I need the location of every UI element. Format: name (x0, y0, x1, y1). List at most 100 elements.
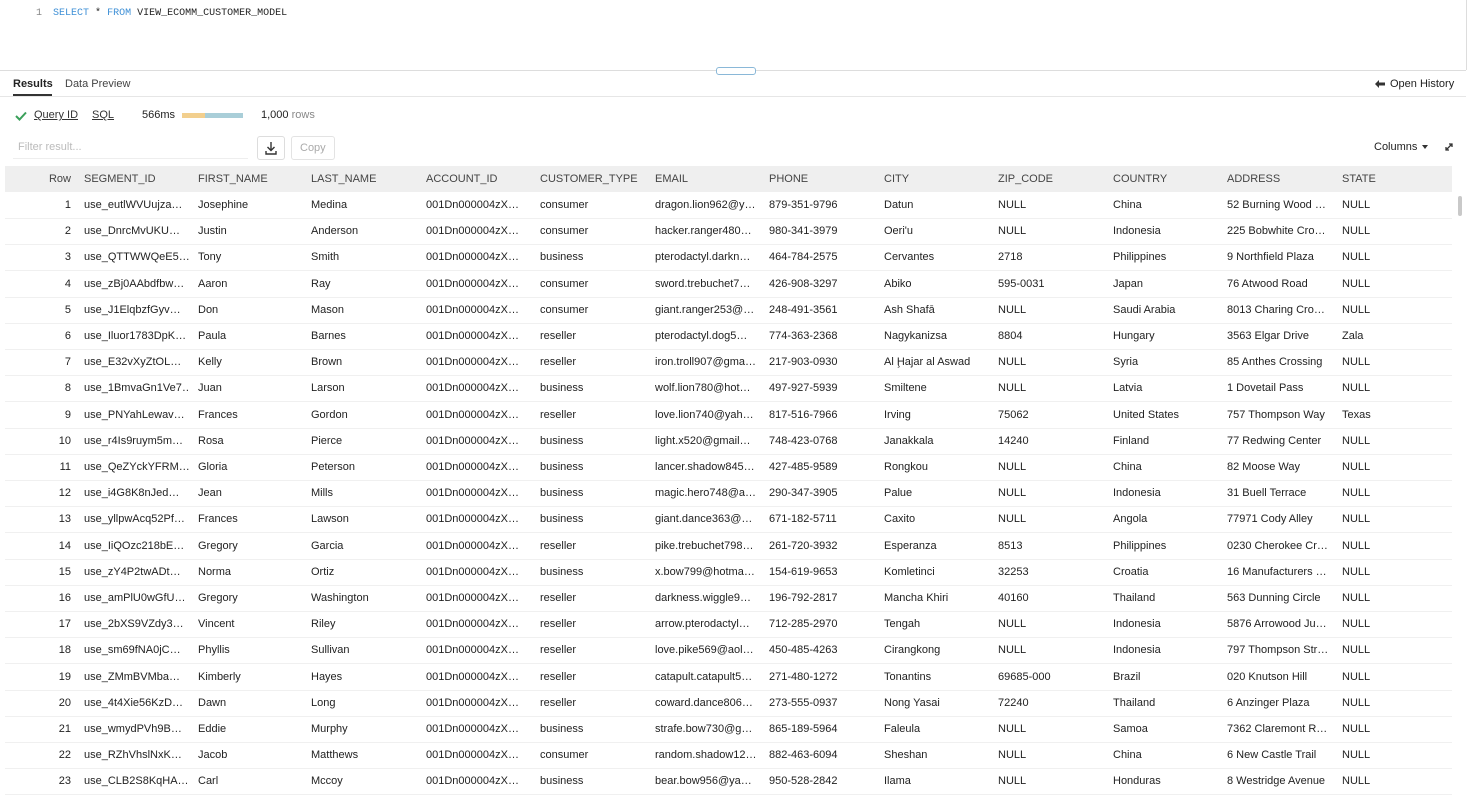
tab-indicator (13, 94, 52, 96)
download-button[interactable] (257, 136, 285, 160)
table-cell: Pierce (311, 434, 343, 447)
table-cell: 8013 Charing Cro… (1227, 303, 1325, 316)
table-cell: 563 Dunning Circle (1227, 592, 1321, 604)
table-row[interactable]: 19 use_ZMmBVMba… Kimberly Hayes 001Dn000004z… (5, 664, 1452, 691)
table-row[interactable]: 21 use_wmydPVh9B… Eddie Murphy 001Dn000004zX… (5, 716, 1452, 743)
table-row[interactable]: 16 use_amPlU0wGfU… Gregory Washington 001Dn0… (5, 585, 1452, 612)
tab-results[interactable]: Results (13, 78, 53, 90)
column-header[interactable]: ZIP_CODE (998, 173, 1054, 185)
table-cell: use_4t4Xie56KzD… (84, 696, 184, 709)
table-row[interactable]: 11 use_QeZYckYFRM… Gloria Peterson 001Dn0000… (5, 454, 1452, 481)
table-row[interactable]: 8 use_1BmvaGn1Ve7… Juan Larson 001Dn000004zX… (5, 375, 1452, 403)
table-row[interactable]: 15 use_zY4P2twADt… Norma Ortiz 001Dn000004zX… (5, 559, 1452, 586)
table-cell: 426-908-3297 (769, 277, 838, 290)
table-row[interactable]: 18 use_sm69fNA0jC… Phyllis Sullivan 001Dn000… (5, 637, 1452, 665)
tab-data-preview[interactable]: Data Preview (65, 78, 131, 90)
open-history[interactable]: Open History (1390, 78, 1455, 90)
column-header[interactable]: COUNTRY (1113, 173, 1168, 185)
table-cell: 82 Moose Way (1227, 461, 1300, 473)
table-cell: 154-619-9653 (769, 565, 838, 578)
column-header[interactable]: ADDRESS (1227, 173, 1281, 185)
table-cell: reseller (540, 539, 577, 552)
copy-button[interactable]: Copy (291, 136, 335, 160)
table-cell: Jean (198, 487, 222, 500)
table-row[interactable]: 17 use_2bXS9VZdy3… Vincent Riley 001Dn000004… (5, 611, 1452, 639)
column-header[interactable]: LAST_NAME (311, 173, 377, 185)
row-number: 9 (64, 408, 71, 421)
column-header[interactable]: STATE (1342, 173, 1376, 185)
expand-icon[interactable] (1444, 142, 1454, 152)
table-row[interactable]: 14 use_IiQOzc218bE… Gregory Garcia 001Dn0000… (5, 533, 1452, 560)
table-cell: Brazil (1113, 670, 1141, 683)
table-cell: Samoa (1113, 723, 1148, 735)
token: * (95, 8, 102, 19)
table-row[interactable]: 4 use_zBj0AAbdfbw… Aaron Ray 001Dn000004zX… c… (5, 271, 1452, 298)
table-cell: NULL (1342, 670, 1371, 683)
table-row[interactable]: 12 use_i4G8K8nJed… Jean Mills 001Dn000004zX…… (5, 480, 1452, 508)
column-header[interactable]: SEGMENT_ID (84, 173, 156, 185)
column-header[interactable]: FIRST_NAME (198, 173, 268, 185)
query-id-link[interactable]: Query ID (34, 109, 79, 121)
row-number: 22 (58, 749, 71, 762)
table-cell: Long (311, 696, 336, 709)
query: SELECT * FROM VIEW_ECOMM_CUSTOMER_MODEL (53, 8, 287, 19)
table-cell: sword.trebuchet7… (655, 277, 751, 290)
table-cell: 817-516-7966 (769, 408, 838, 421)
table-cell: China (1113, 461, 1142, 473)
table-cell: Cervantes (884, 251, 935, 264)
table-cell: 273-555-0937 (769, 696, 838, 709)
table-cell: Komletinci (884, 565, 935, 578)
table-cell: Brown (311, 356, 343, 369)
table-row[interactable]: 2 use_DnrcMvUKU… Justin Anderson 001Dn000004… (5, 218, 1452, 246)
table-cell: Kimberly (198, 670, 241, 683)
table-cell: NULL (1342, 251, 1371, 264)
table-cell: Tonantins (884, 670, 932, 683)
table-cell: Josephine (198, 199, 249, 211)
table-row[interactable]: 10 use_r4Is9ruym5m… Rosa Pierce 001Dn000004z… (5, 428, 1452, 455)
filter-input[interactable]: Filter result... (13, 136, 248, 159)
table-row[interactable]: 1 use_eutlWVUujza… Josephine Medina 001Dn000… (5, 192, 1452, 219)
table-cell: 271-480-1272 (769, 670, 838, 683)
table-cell: Zala (1342, 330, 1364, 342)
table-cell: business (540, 487, 584, 500)
table-cell: NULL (1342, 487, 1371, 500)
success-check (15, 111, 27, 121)
table-cell: NULL (998, 749, 1027, 762)
table-cell: Hayes (311, 670, 343, 683)
table-cell: 748-423-0768 (769, 434, 838, 447)
column-header[interactable]: PHONE (769, 173, 809, 185)
table-cell: business (540, 513, 584, 526)
column-header[interactable]: CITY (884, 173, 910, 185)
column-header[interactable]: CUSTOMER_TYPE (540, 173, 638, 185)
table-cell: NULL (1342, 775, 1371, 788)
table-cell: use_CLB2S8KqHA… (84, 775, 189, 788)
columns-menu[interactable]: Columns (1374, 141, 1418, 153)
table-cell: Paula (198, 330, 227, 342)
scrollbar-thumb[interactable] (1458, 196, 1462, 216)
table-cell: Carl (198, 775, 219, 788)
table-cell: Gregory (198, 539, 238, 552)
editor[interactable]: 1 SELECT * FROM VIEW_ECOMM_CUSTOMER_MODE… (0, 0, 1467, 70)
table-cell: 001Dn000004zX… (426, 461, 519, 473)
table-row[interactable]: 20 use_4t4Xie56KzD… Dawn Long 001Dn000004zX…… (5, 690, 1452, 717)
table-row[interactable]: 5 use_J1ElqbzfGyv… Don Mason 001Dn000004zX… c… (5, 297, 1452, 324)
column-header[interactable]: EMAIL (655, 173, 689, 185)
table-cell: 001Dn000004zX… (426, 592, 519, 604)
column-header[interactable]: Row (48, 173, 71, 185)
column-header[interactable]: ACCOUNT_ID (426, 173, 498, 185)
table-cell: NULL (1342, 277, 1371, 290)
sql-link[interactable]: SQL (92, 109, 115, 121)
table-row[interactable]: 7 use_E32vXyZtOL… Kelly Brown 001Dn000004zX…… (5, 349, 1452, 377)
table-row[interactable]: 3 use_QTTWWQeE5… Tony Smith 001Dn000004zX… bu… (5, 244, 1452, 272)
table-cell: use_QTTWWQeE5… (84, 251, 190, 264)
table-row[interactable]: 6 use_Iluor1783DpK… Paula Barnes 001Dn000004… (5, 323, 1452, 350)
table-cell: 001Dn000004zX… (426, 618, 519, 631)
table-row[interactable]: 22 use_RZhVhslNxK… Jacob Matthews 001Dn00000… (5, 742, 1452, 770)
table-cell: Frances (198, 408, 238, 421)
resize-handle[interactable] (716, 67, 756, 75)
table-row[interactable]: 9 use_PNYahLewav… Frances Gordon 001Dn000004… (5, 402, 1452, 429)
keyword: SELECT (53, 8, 90, 19)
table-row[interactable]: 23 use_CLB2S8KqHA… Carl Mccoy 001Dn000004zX…… (5, 768, 1452, 795)
table-cell: use_RZhVhslNxK… (84, 749, 182, 762)
table-row[interactable]: 13 use_yllpwAcq52Pf… Frances Lawson 001Dn000… (5, 506, 1452, 534)
